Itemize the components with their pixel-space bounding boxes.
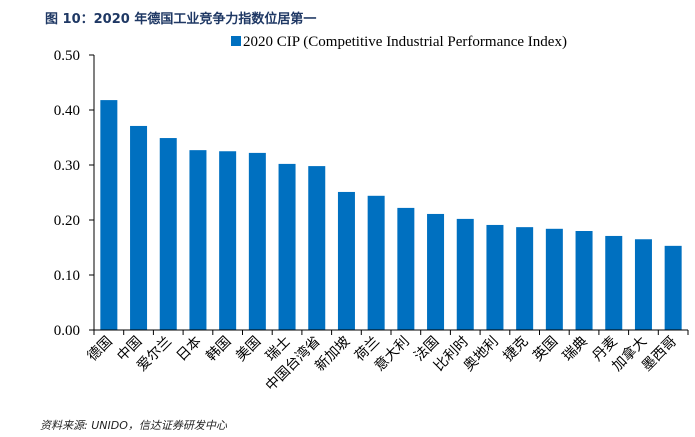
- bar: [634, 239, 652, 330]
- bar: [516, 227, 534, 330]
- chart-title: 图 10：2020 年德国工业竞争力指数位居第一: [45, 12, 317, 27]
- bar: [100, 100, 118, 330]
- x-tick-label: 捷克: [500, 334, 531, 365]
- bar: [427, 213, 445, 330]
- bar: [486, 224, 504, 330]
- y-tick-label: 0.20: [54, 213, 80, 229]
- bar: [367, 195, 385, 330]
- bar: [397, 207, 415, 330]
- y-tick-label: 0.50: [54, 48, 80, 64]
- x-tick-label: 奥地利: [460, 333, 502, 375]
- bar: [605, 235, 623, 330]
- y-tick-label: 0.00: [54, 323, 80, 339]
- bar: [219, 151, 237, 330]
- bar: [308, 166, 326, 330]
- x-tick-label: 德国: [85, 334, 116, 365]
- bar: [545, 228, 563, 330]
- bar: [664, 245, 682, 330]
- bar: [189, 150, 207, 330]
- bar: [575, 231, 593, 330]
- source-note: 资料来源: UNIDO，信达证券研发中心: [40, 419, 227, 432]
- bar: [159, 138, 177, 330]
- x-tick-label: 英国: [529, 333, 561, 365]
- bar: [456, 218, 474, 330]
- y-tick-label: 0.10: [54, 268, 80, 284]
- x-tick-label: 韩国: [203, 334, 234, 365]
- bar: [337, 191, 355, 330]
- bar: [248, 152, 266, 330]
- y-tick-label: 0.30: [54, 158, 80, 174]
- y-tick-label: 0.40: [54, 103, 80, 119]
- legend-label: 2020 CIP (Competitive Industrial Perform…: [243, 34, 567, 50]
- bar: [130, 125, 148, 330]
- x-tick-label: 美国: [233, 334, 264, 365]
- bar: [278, 163, 296, 330]
- x-tick-label: 新加坡: [312, 334, 353, 375]
- legend-swatch: [231, 36, 241, 46]
- x-tick-label: 瑞典: [560, 334, 591, 365]
- x-tick-label: 日本: [174, 334, 205, 365]
